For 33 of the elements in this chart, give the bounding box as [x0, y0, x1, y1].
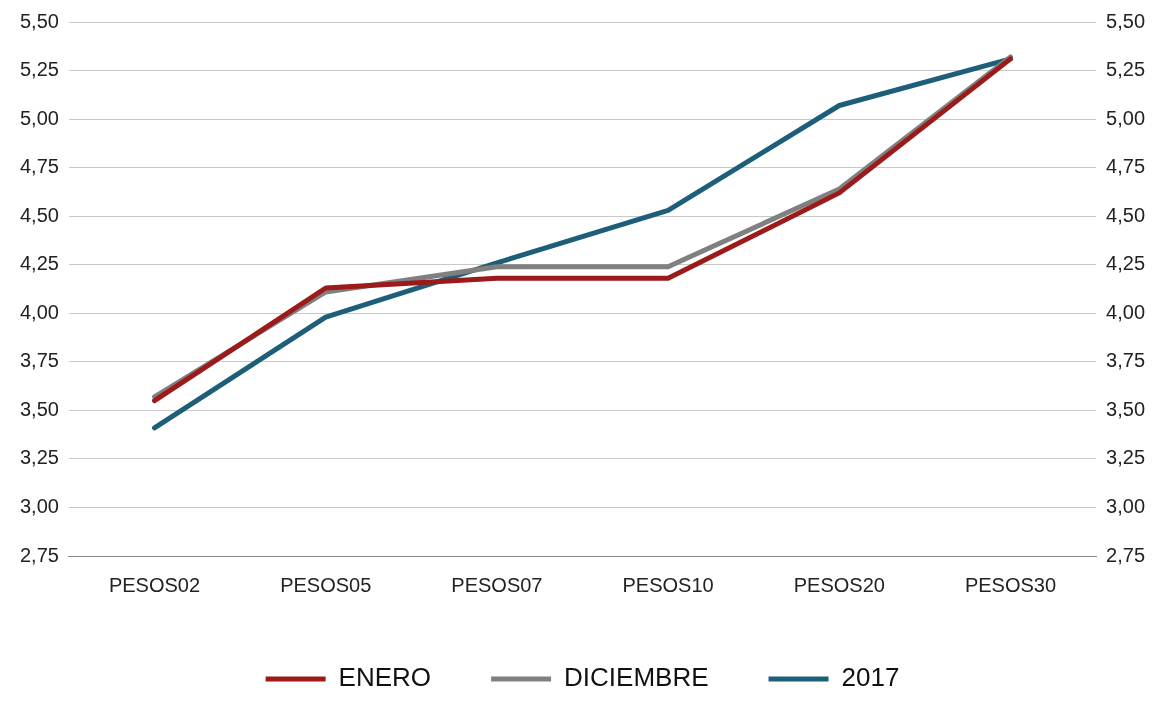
y2-tick-label: 5,50 [1106, 9, 1146, 32]
y2-tick-label: 5,00 [1106, 106, 1146, 129]
y-tick-label: 2,75 [19, 543, 59, 566]
y2-tick-label: 4,00 [1106, 300, 1146, 323]
y2-tick-label: 4,25 [1106, 252, 1146, 275]
y2-tick-label: 4,50 [1106, 203, 1146, 226]
y2-tick-label: 5,25 [1106, 58, 1146, 81]
y-tick-label: 3,25 [19, 446, 59, 469]
y2-tick-label: 3,50 [1106, 397, 1146, 420]
y2-tick-label: 4,75 [1106, 155, 1146, 178]
x-tick-label: PESOS20 [793, 573, 885, 596]
x-tick-label: PESOS10 [622, 573, 714, 596]
y-tick-label: 3,00 [19, 494, 59, 517]
y-tick-label: 4,00 [19, 300, 59, 323]
y2-tick-label: 3,75 [1106, 349, 1146, 372]
y-tick-label: 5,00 [19, 106, 59, 129]
y-tick-label: 4,50 [19, 203, 59, 226]
x-tick-label: PESOS30 [964, 573, 1057, 596]
y-tick-label: 3,50 [19, 397, 59, 420]
y2-tick-label: 3,00 [1106, 494, 1146, 517]
legend-label: DICIEMBRE [564, 662, 709, 693]
y-tick-label: 5,25 [19, 58, 59, 81]
x-tick-label: PESOS07 [451, 573, 543, 596]
legend-label: 2017 [841, 662, 900, 693]
x-tick-label: PESOS05 [280, 573, 372, 596]
x-tick-label: PESOS02 [108, 573, 201, 596]
y2-tick-label: 2,75 [1106, 543, 1146, 566]
y-tick-label: 5,50 [19, 9, 59, 32]
y2-tick-label: 3,25 [1106, 446, 1146, 469]
y-tick-label: 4,75 [19, 155, 59, 178]
y-tick-label: 3,75 [19, 349, 59, 372]
y-tick-label: 4,25 [19, 252, 59, 275]
legend-label: ENERO [338, 662, 432, 693]
